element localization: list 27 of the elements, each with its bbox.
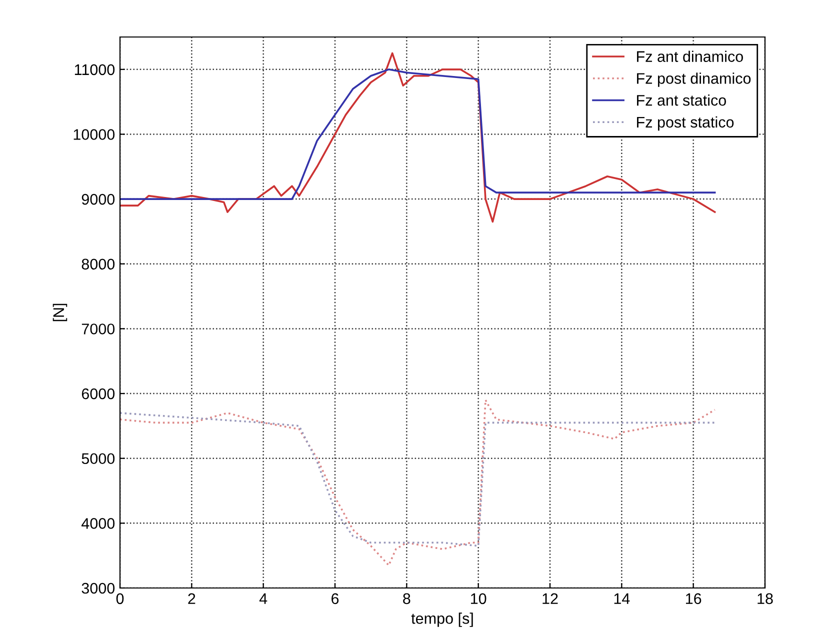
x-tick-label: 0 (116, 593, 124, 604)
legend-label: Fz post statico (637, 116, 734, 131)
x-tick-label: 4 (259, 593, 268, 604)
legend-label: Fz post dinamico (637, 72, 751, 87)
line-series (120, 399, 716, 566)
y-tick-label: 9000 (82, 194, 115, 205)
y-tick-label: 7000 (82, 324, 115, 334)
line-series (120, 412, 716, 547)
legend-label: Fz ant statico (637, 94, 726, 106)
x-tick-label: 14 (614, 593, 630, 604)
y-tick-label: 10000 (74, 129, 115, 140)
y-tick-label: 6000 (82, 388, 115, 400)
x-tick-label: 6 (332, 593, 339, 604)
x-tick-label: 16 (686, 593, 702, 604)
x-tick-label: 8 (403, 593, 410, 604)
y-tick-label: 5000 (82, 453, 115, 464)
x-tick-label: 2 (188, 593, 196, 604)
y-tick-label: 8000 (82, 258, 115, 270)
x-tick-label: 10 (471, 593, 486, 604)
legend-label: Fz ant dinamico (637, 50, 743, 62)
y-axis-title: [N] (52, 304, 68, 322)
y-tick-label: 4000 (82, 518, 115, 529)
y-tick-label: 3000 (82, 582, 115, 594)
x-tick-label: 18 (758, 593, 773, 604)
x-axis-title: tempo [s] (411, 612, 473, 627)
y-tick-label: 11000 (74, 64, 115, 76)
x-tick-label: 12 (542, 593, 558, 604)
